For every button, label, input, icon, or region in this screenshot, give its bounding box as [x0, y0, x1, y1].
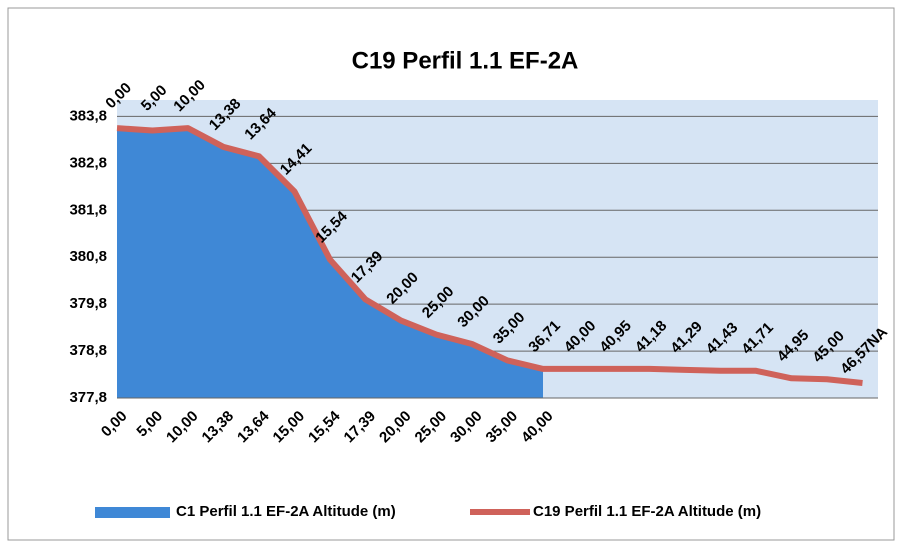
legend-label: C1 Perfil 1.1 EF-2A Altitude (m) [176, 503, 396, 520]
legend-label: C19 Perfil 1.1 EF-2A Altitude (m) [533, 503, 761, 520]
legend-swatch [95, 507, 170, 518]
chart-title: C19 Perfil 1.1 EF-2A [352, 47, 579, 74]
y-tick-label: 382,8 [69, 154, 107, 171]
y-tick-label: 377,8 [69, 389, 107, 406]
line [116, 125, 863, 386]
y-tick-label: 381,8 [69, 201, 107, 218]
y-tick-label: 383,8 [69, 107, 107, 124]
y-tick-label: 378,8 [69, 342, 107, 359]
y-tick-label: 380,8 [69, 248, 107, 265]
y-tick-label: 379,8 [69, 295, 107, 312]
